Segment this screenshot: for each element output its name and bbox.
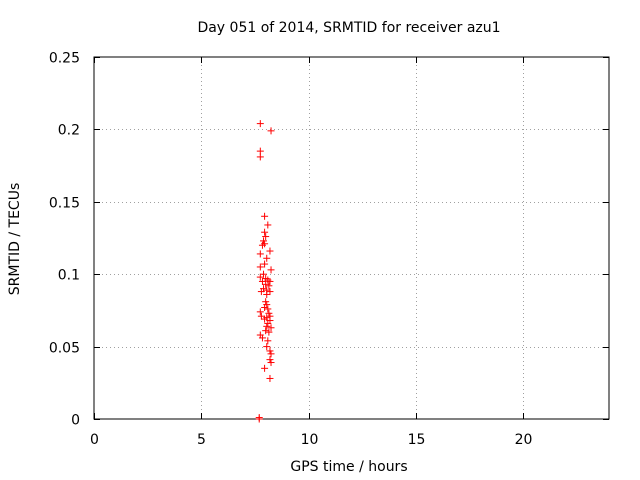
chart-title: Day 051 of 2014, SRMTID for receiver azu… bbox=[197, 20, 500, 36]
data-point bbox=[260, 270, 268, 278]
data-point bbox=[261, 315, 269, 323]
data-point bbox=[267, 359, 275, 367]
data-point bbox=[261, 228, 269, 236]
data-point bbox=[265, 309, 273, 317]
data-point bbox=[256, 308, 264, 316]
data-point bbox=[265, 328, 273, 336]
y-tick-label: 0.25 bbox=[49, 51, 80, 67]
data-point bbox=[264, 305, 272, 313]
data-point bbox=[264, 319, 272, 327]
data-point bbox=[255, 414, 263, 422]
data-point bbox=[261, 212, 269, 220]
x-tick-label: 10 bbox=[301, 432, 319, 448]
data-point bbox=[260, 237, 268, 245]
plot-frame bbox=[93, 56, 610, 420]
data-point bbox=[261, 304, 269, 312]
data-point bbox=[256, 153, 264, 161]
data-point bbox=[257, 312, 265, 320]
y-tick-label: 0.2 bbox=[58, 123, 80, 139]
data-point bbox=[261, 260, 269, 268]
axis-ticks: 0 5 10 15 20 0 0.05 0.1 0.15 0.2 0.25 bbox=[49, 51, 609, 448]
y-tick-label: 0 bbox=[71, 413, 80, 429]
data-points bbox=[255, 120, 275, 423]
data-point bbox=[257, 288, 265, 296]
data-point bbox=[266, 356, 274, 364]
y-tick-label: 0.05 bbox=[49, 341, 80, 357]
data-point bbox=[267, 127, 275, 135]
data-point bbox=[262, 280, 270, 288]
y-tick-label: 0.15 bbox=[49, 196, 80, 212]
data-point bbox=[266, 374, 274, 382]
data-point bbox=[266, 288, 274, 296]
data-point bbox=[266, 247, 274, 255]
data-point bbox=[258, 241, 266, 249]
data-point bbox=[258, 277, 266, 285]
data-point bbox=[266, 347, 274, 355]
x-tick-label: 20 bbox=[515, 432, 533, 448]
x-tick-label: 0 bbox=[90, 432, 99, 448]
data-point bbox=[262, 298, 270, 306]
data-point bbox=[261, 364, 269, 372]
x-tick-label: 15 bbox=[408, 432, 426, 448]
data-point bbox=[256, 273, 264, 281]
data-point bbox=[267, 350, 275, 358]
data-point bbox=[265, 282, 273, 290]
data-point bbox=[256, 120, 264, 128]
data-point bbox=[263, 290, 271, 298]
data-point bbox=[267, 266, 275, 274]
data-point bbox=[263, 322, 271, 330]
data-point bbox=[264, 337, 272, 345]
data-point bbox=[262, 233, 270, 241]
data-point bbox=[262, 327, 270, 335]
y-tick-label: 0.1 bbox=[58, 268, 80, 284]
data-point bbox=[258, 334, 266, 342]
y-axis-label: SRMTID / TECUs bbox=[7, 183, 23, 296]
data-point bbox=[267, 324, 275, 332]
data-point bbox=[263, 254, 271, 262]
data-point bbox=[266, 277, 274, 285]
x-axis-label: GPS time / hours bbox=[290, 459, 407, 475]
grid bbox=[94, 57, 609, 419]
data-point bbox=[264, 221, 272, 229]
data-point bbox=[263, 343, 271, 351]
x-tick-label: 5 bbox=[197, 432, 206, 448]
data-point bbox=[256, 250, 264, 258]
data-point bbox=[256, 263, 264, 271]
